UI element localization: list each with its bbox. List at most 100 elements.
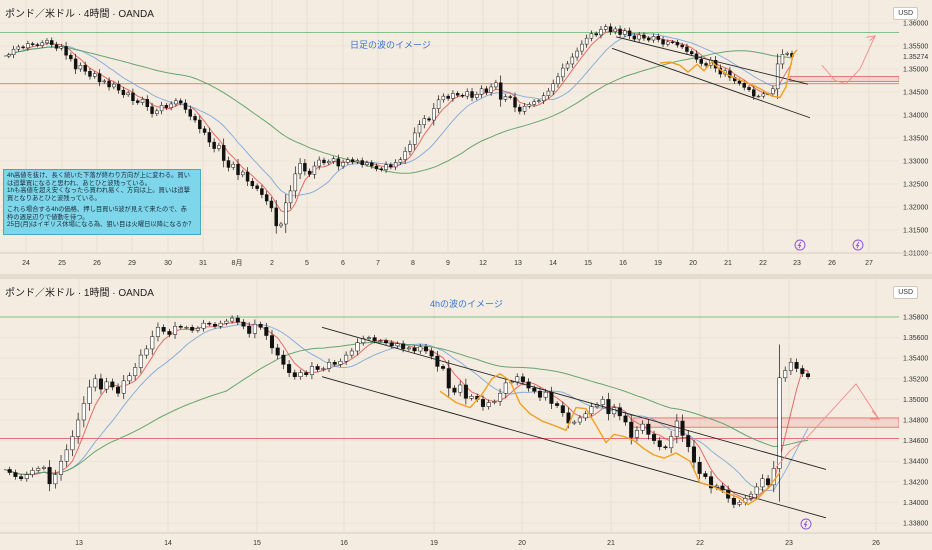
currency-label-1h[interactable]: USD bbox=[893, 286, 918, 299]
candle-down bbox=[178, 326, 183, 328]
candle-up bbox=[600, 399, 605, 405]
candle-up bbox=[231, 163, 235, 168]
event-lightning-icon bbox=[803, 520, 808, 528]
candle-down bbox=[336, 158, 341, 167]
time-tick-label: 9 bbox=[446, 260, 450, 267]
candle-down bbox=[322, 159, 326, 164]
candle-up bbox=[395, 343, 400, 347]
candle-up bbox=[451, 93, 455, 99]
candle-down bbox=[292, 372, 297, 377]
candle-up bbox=[30, 470, 35, 475]
note-line: 1hも高値を超え安くなったら買われ易く、方向は上。買いは追撃 bbox=[7, 187, 191, 194]
candle-up bbox=[133, 367, 138, 376]
candle-up bbox=[489, 86, 493, 93]
candle-up bbox=[577, 417, 582, 423]
price-tick-label: 1.32500 bbox=[903, 182, 928, 189]
candle-down bbox=[657, 440, 662, 448]
panel-divider[interactable] bbox=[0, 274, 932, 279]
time-tick-label: 7 bbox=[376, 260, 380, 267]
candle-down bbox=[350, 159, 355, 163]
candle-up bbox=[217, 145, 221, 149]
candle-up bbox=[284, 202, 288, 225]
candle-down bbox=[737, 80, 742, 84]
candle-up bbox=[331, 158, 336, 162]
candle-down bbox=[110, 381, 115, 388]
candle-up bbox=[783, 370, 788, 379]
candle-down bbox=[455, 93, 460, 96]
candle-up bbox=[613, 28, 618, 32]
candle-down bbox=[35, 44, 40, 46]
candle-up bbox=[355, 342, 360, 352]
candle-down bbox=[691, 446, 696, 463]
candle-down bbox=[255, 185, 259, 189]
analysis-note: 4h高値を抜け、長く続いた下落が終わり方向が上に変わる。買い は追撃買になると思… bbox=[3, 169, 201, 235]
candle-down bbox=[164, 105, 169, 108]
candle-up bbox=[288, 190, 293, 204]
wave-annotation-1h: 4hの波のイメージ bbox=[430, 299, 503, 309]
candle-up bbox=[184, 327, 189, 329]
candle-up bbox=[155, 110, 159, 114]
candle-up bbox=[195, 328, 200, 331]
chart-4h-canvas[interactable]: 1.36000 1.35500 1.35000 1.34500 1.34000 1.335… bbox=[0, 0, 932, 274]
candle-up bbox=[70, 436, 75, 451]
candle-down bbox=[202, 128, 207, 133]
time-tick-label: 27 bbox=[865, 260, 873, 267]
candle-up bbox=[93, 73, 97, 77]
candle-down bbox=[463, 384, 468, 399]
candle-down bbox=[686, 435, 691, 448]
moving-average-line bbox=[3, 46, 793, 174]
candle-down bbox=[520, 376, 525, 383]
time-tick-label: 31 bbox=[199, 260, 207, 267]
candle-up bbox=[422, 118, 426, 125]
candle-up bbox=[112, 83, 116, 88]
candle-up bbox=[338, 361, 343, 365]
candle-up bbox=[365, 162, 369, 165]
time-tick-label: 20 bbox=[689, 260, 697, 267]
candle-up bbox=[241, 171, 245, 176]
candle-down bbox=[198, 119, 202, 130]
candle-down bbox=[188, 109, 192, 117]
candle-up bbox=[403, 151, 407, 160]
candle-down bbox=[161, 327, 166, 332]
candle-down bbox=[441, 366, 446, 369]
candle-down bbox=[623, 415, 628, 423]
chart-panel-4h[interactable]: 1.36000 1.35500 1.35000 1.34500 1.34000 1.335… bbox=[0, 0, 932, 274]
candle-up bbox=[59, 46, 64, 49]
candle-down bbox=[412, 347, 417, 352]
trend-channel-line bbox=[611, 47, 811, 119]
candle-down bbox=[452, 387, 457, 393]
candle-up bbox=[604, 26, 608, 30]
candle-up bbox=[486, 402, 491, 407]
candle-down bbox=[379, 168, 384, 170]
chart-title-1h: ポンド／米ドル · 1時間 · OANDA bbox=[5, 288, 154, 299]
candle-up bbox=[575, 50, 579, 58]
price-axis-background bbox=[899, 279, 932, 533]
time-tick-label: 19 bbox=[654, 260, 662, 267]
price-tick-label: 1.33000 bbox=[903, 159, 928, 166]
candle-up bbox=[344, 354, 349, 362]
chart-panel-1h[interactable]: 1.35800 1.35600 1.35400 1.35200 1.35000 1.348… bbox=[0, 279, 932, 550]
candle-down bbox=[537, 390, 543, 398]
candle-down bbox=[54, 44, 59, 49]
moving-average-line bbox=[3, 324, 809, 492]
candle-up bbox=[537, 100, 541, 102]
time-tick-label: 13 bbox=[75, 540, 83, 547]
chart-1h-canvas[interactable]: 1.35800 1.35600 1.35400 1.35200 1.35000 1.348… bbox=[0, 279, 932, 550]
time-tick-label: 22 bbox=[696, 540, 704, 547]
candle-down bbox=[212, 323, 217, 327]
candle-up bbox=[515, 376, 520, 383]
candle-down bbox=[332, 362, 337, 365]
time-tick-label: 21 bbox=[724, 260, 732, 267]
candle-down bbox=[183, 102, 188, 110]
candle-down bbox=[470, 91, 474, 98]
resistance-zone bbox=[789, 75, 900, 82]
currency-label-4h[interactable]: USD bbox=[893, 7, 918, 20]
candle-up bbox=[532, 101, 536, 105]
candle-up bbox=[224, 320, 229, 324]
candle-down bbox=[518, 106, 522, 112]
candle-up bbox=[780, 54, 785, 65]
candle-up bbox=[169, 103, 173, 108]
candle-down bbox=[307, 170, 312, 175]
candle-down bbox=[269, 335, 275, 349]
candle-up bbox=[127, 375, 132, 382]
